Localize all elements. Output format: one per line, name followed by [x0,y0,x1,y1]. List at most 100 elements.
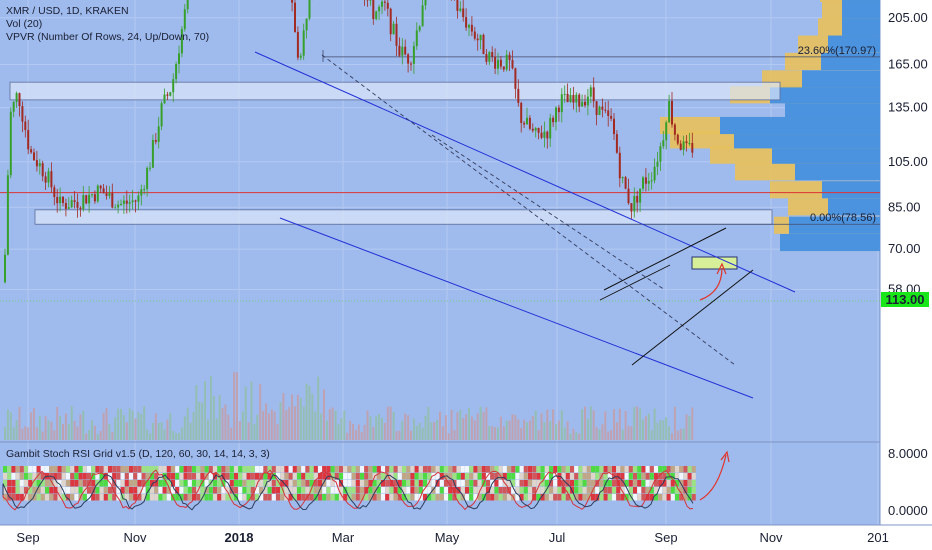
grid-cell [460,473,465,480]
grid-cell [418,480,423,487]
grid-cell [460,480,465,487]
candle-down [511,60,514,69]
grid-cell [381,473,385,480]
volume-bar [456,412,459,440]
volume-bar [346,432,349,440]
grid-cell [381,494,385,501]
grid-cell [313,473,318,480]
grid-cell [439,487,444,494]
grid-cell [221,466,226,473]
grid-cell [309,487,314,494]
grid-cell [11,473,16,480]
grid-cell [103,480,108,487]
grid-cell [3,466,7,473]
trend-line [254,51,796,293]
volume-bar [67,423,70,440]
candle-down [514,68,517,89]
candle-down [294,2,296,32]
grid-cell [28,466,33,473]
grid-cell [515,466,520,473]
grid-cell [691,487,696,494]
grid-cell [61,487,66,494]
volume-bar [62,423,64,440]
candle-down [502,66,505,70]
volume-bar [331,407,334,440]
grid-cell [250,494,255,501]
candle-down [630,203,633,212]
vpvr-row-down [789,216,880,234]
candle-down [41,163,44,177]
volume-bar [262,410,265,440]
grid-cell [137,494,142,501]
volume-bar [169,413,172,440]
chart-title: XMR / USD, 1D, KRAKEN [6,5,129,17]
grid-cell [103,466,108,473]
grid-cell [326,487,331,494]
vpvr-row-down [772,146,880,164]
grid-cell [574,487,579,494]
grid-cell [246,487,251,494]
grid-cell [435,480,440,487]
grid-cell [414,473,419,480]
grid-cell [649,494,654,501]
grid-cell [691,466,696,473]
grid-cell [460,466,465,473]
volume-bar [247,422,250,440]
volume-bar [650,430,653,440]
grid-cell [544,466,549,473]
candle-up [169,92,172,96]
grid-cell [221,487,226,494]
grid-cell [53,473,58,480]
volume-bar [624,411,627,440]
grid-cell [351,473,356,480]
volume-bar [204,381,207,440]
grid-cell [116,466,121,473]
grid-cell [217,487,222,494]
volume-bar [294,406,296,440]
grid-cell [305,487,310,494]
grid-cell [469,466,474,473]
grid-cell [200,480,205,487]
volume-bar [528,420,531,440]
volume-bar [363,424,366,440]
grid-cell [322,494,327,501]
grid-cell [368,494,373,501]
volume-bar [688,415,691,440]
grid-cell [649,473,654,480]
grid-cell [154,480,159,487]
grid-cell [334,494,339,501]
volume-bar [21,428,24,440]
volume-bar [497,427,499,440]
grid-cell [603,466,608,473]
grid-cell [486,487,490,494]
candle-down [111,192,114,208]
candle-down [56,197,59,204]
volume-bar [120,408,122,440]
volume-bar [146,429,149,440]
grid-cell [532,480,537,487]
volume-bar [253,424,256,440]
grid-cell [376,473,381,480]
vpvr-row-down [828,35,880,53]
volume-bar [421,427,424,440]
candle-up [505,54,508,70]
grid-cell [603,473,608,480]
volume-bar [386,406,389,440]
grid-cell [628,480,633,487]
grid-cell [448,494,453,501]
candle-down [291,0,294,3]
grid-cell [276,487,280,494]
grid-cell [99,480,104,487]
grid-cell [477,466,482,473]
candle-down [557,107,560,113]
grid-cell [431,466,436,473]
grid-cell [628,466,633,473]
grid-cell [150,480,154,487]
grid-cell [297,494,301,501]
volume-bar [178,433,180,440]
grid-cell [465,473,469,480]
volume-bar [35,427,38,440]
grid-cell [591,473,595,480]
grid-cell [654,466,658,473]
